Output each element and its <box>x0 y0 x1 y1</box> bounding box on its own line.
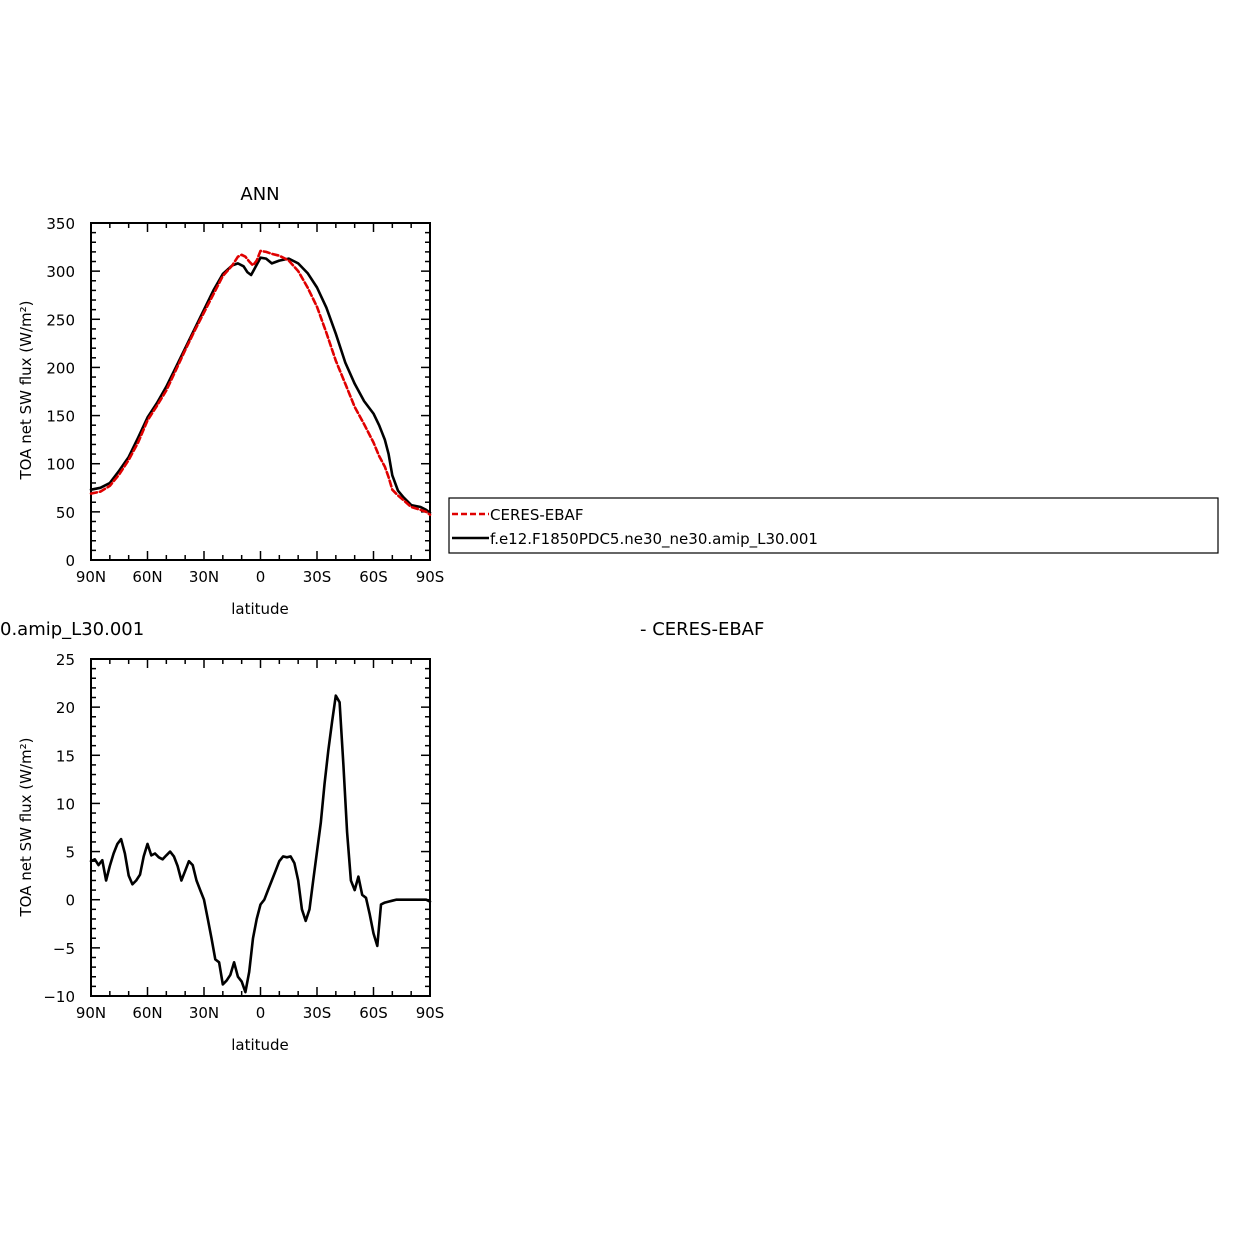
difference-panel-ytick-label: 25 <box>56 651 75 669</box>
mean-panel-ytick-label: 150 <box>46 408 75 426</box>
difference-panel-xtick-label: 90S <box>416 1004 445 1022</box>
difference-panel-xlabel: latitude <box>231 1036 289 1054</box>
mean-panel-ytick-label: 50 <box>56 504 75 522</box>
legend-box <box>448 497 1219 554</box>
difference-panel-title-right: - CERES-EBAF <box>640 619 764 640</box>
mean-panel-series-obs <box>89 249 432 517</box>
mean-panel-ytick-label: 200 <box>46 359 75 377</box>
mean-panel-title: ANN <box>240 184 279 205</box>
difference-panel-frame <box>90 658 431 997</box>
mean-panel-ytick-label: 350 <box>46 215 75 233</box>
difference-panel-xtick-label: 0 <box>256 1004 266 1022</box>
difference-panel-title-left: 0.amip_L30.001 <box>0 619 144 640</box>
difference-panel-ytick-label: 10 <box>56 795 75 813</box>
difference-panel-xtick-label: 30N <box>189 1004 219 1022</box>
difference-panel-ytick-label: 5 <box>65 844 75 862</box>
mean-panel-xtick-label: 30N <box>189 568 219 586</box>
mean-panel-ytick-label: 250 <box>46 311 75 329</box>
difference-panel-xtick-label: 60S <box>359 1004 388 1022</box>
mean-panel-xtick-label: 90S <box>416 568 445 586</box>
difference-panel-ytick-label: 20 <box>56 699 75 717</box>
difference-panel-lines <box>89 694 432 994</box>
mean-panel-lines <box>89 249 432 517</box>
mean-panel-frame <box>90 222 431 561</box>
difference-panel-ytick-label: −5 <box>53 940 75 958</box>
mean-panel-series-model <box>89 256 432 515</box>
difference-panel-ytick-label: 0 <box>65 892 75 910</box>
difference-panel-xtick-label: 60N <box>132 1004 162 1022</box>
mean-panel-xtick-label: 60N <box>132 568 162 586</box>
mean-panel-xtick-label: 60S <box>359 568 388 586</box>
mean-panel-ytick-label: 100 <box>46 456 75 474</box>
mean-panel-xtick-label: 0 <box>256 568 266 586</box>
mean-panel-xtick-label: 90N <box>76 568 106 586</box>
difference-panel-ytick-label: 15 <box>56 747 75 765</box>
mean-panel-xlabel: latitude <box>231 600 289 618</box>
difference-panel-ytick-label: −10 <box>43 988 75 1006</box>
mean-panel-ytick-label: 0 <box>65 552 75 570</box>
mean-panel-ytick-label: 300 <box>46 263 75 281</box>
mean-panel-axes: 90N 60N 30N 0 30S 60S 90S 0 50 100 150 200 250 300 350 <box>46 215 444 586</box>
legend: CERES-EBAF f.e12.F1850PDC5.ne30_ne30.ami… <box>448 497 1219 554</box>
mean-panel: ANN TOA net SW flux (W/m²) latitude 90N 6… <box>17 184 444 618</box>
difference-panel-ylabel: TOA net SW flux (W/m²) <box>17 737 35 917</box>
difference-panel: 0.amip_L30.001 - CERES-EBAF TOA net SW f… <box>0 619 764 1054</box>
difference-panel-series-model <box>89 694 432 994</box>
mean-panel-ylabel: TOA net SW flux (W/m²) <box>17 300 35 480</box>
legend-label-obs: CERES-EBAF <box>490 506 583 524</box>
difference-panel-xtick-label: 30S <box>303 1004 332 1022</box>
difference-panel-axes: 90N 60N 30N 0 30S 60S 90S −10 −5 0 5 10 15 20 25 <box>43 651 444 1022</box>
mean-panel-xtick-label: 30S <box>303 568 332 586</box>
difference-panel-xtick-label: 90N <box>76 1004 106 1022</box>
legend-label-model: f.e12.F1850PDC5.ne30_ne30.amip_L30.001 <box>490 530 818 549</box>
